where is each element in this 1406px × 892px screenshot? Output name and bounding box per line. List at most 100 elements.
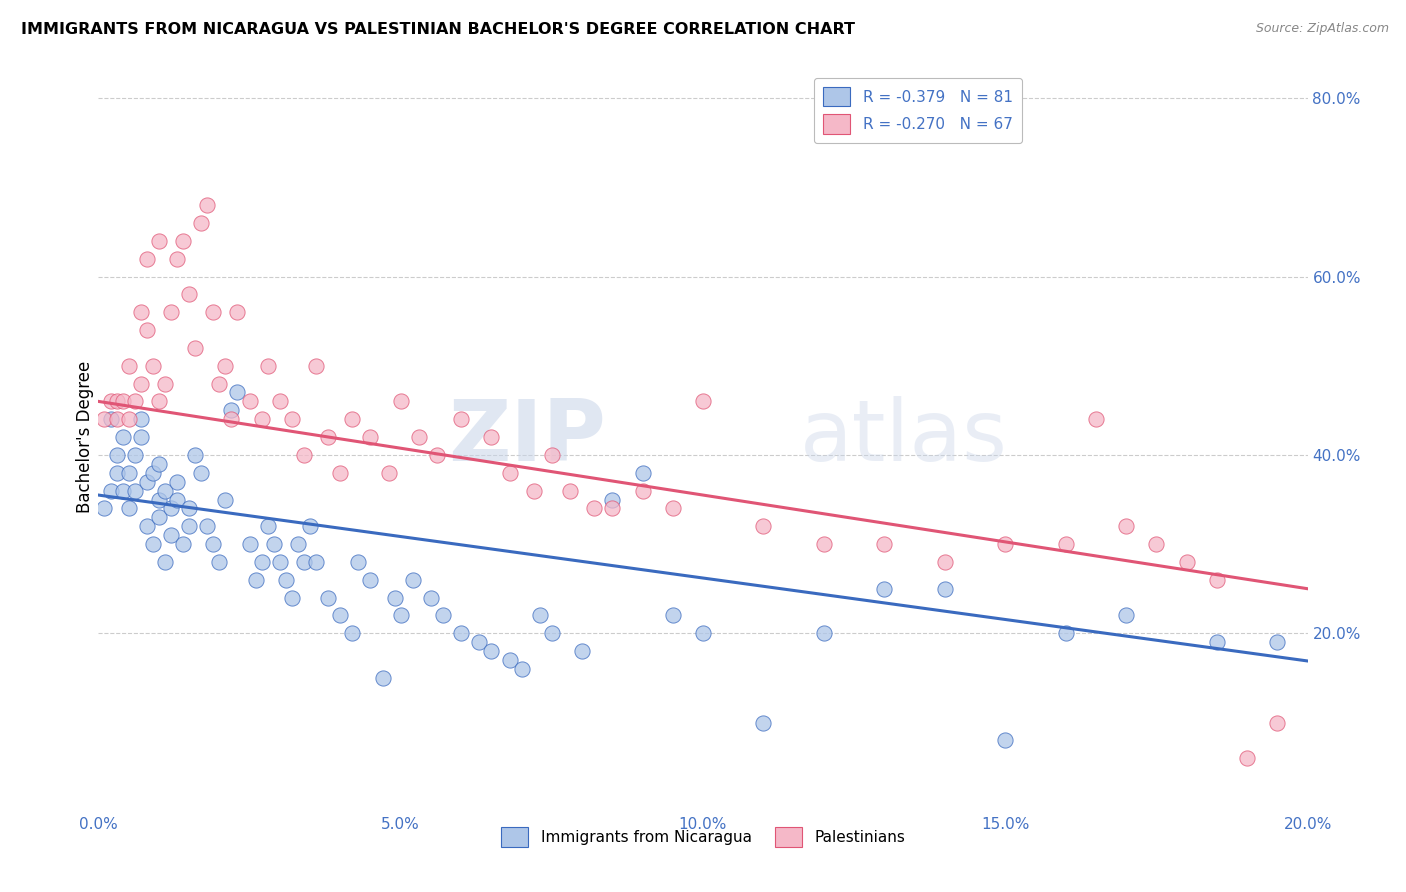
Point	[256, 519, 278, 533]
Legend: Immigrants from Nicaragua, Palestinians: Immigrants from Nicaragua, Palestinians	[495, 821, 911, 853]
Point	[661, 501, 683, 516]
Point	[100, 394, 122, 409]
Point	[148, 492, 170, 507]
Point	[105, 412, 128, 426]
Point	[142, 466, 165, 480]
Point	[263, 537, 285, 551]
Point	[190, 216, 212, 230]
Point	[329, 608, 352, 623]
Point	[148, 394, 170, 409]
Point	[994, 733, 1017, 747]
Point	[221, 412, 243, 426]
Point	[631, 483, 654, 498]
Text: Source: ZipAtlas.com: Source: ZipAtlas.com	[1256, 22, 1389, 36]
Point	[420, 591, 443, 605]
Point	[305, 359, 328, 373]
Text: ZIP: ZIP	[449, 395, 606, 479]
Point	[571, 644, 593, 658]
Point	[408, 430, 430, 444]
Point	[245, 573, 267, 587]
Point	[692, 626, 714, 640]
Point	[226, 385, 249, 400]
Point	[184, 448, 207, 462]
Point	[208, 376, 231, 391]
Point	[208, 555, 231, 569]
Point	[105, 448, 128, 462]
Point	[316, 430, 339, 444]
Point	[256, 359, 278, 373]
Point	[111, 483, 134, 498]
Y-axis label: Bachelor's Degree: Bachelor's Degree	[76, 361, 94, 513]
Point	[540, 626, 562, 640]
Point	[269, 555, 291, 569]
Point	[583, 501, 606, 516]
Point	[153, 376, 176, 391]
Point	[631, 466, 654, 480]
Point	[498, 466, 520, 480]
Point	[1115, 519, 1137, 533]
Point	[239, 394, 262, 409]
Point	[1175, 555, 1198, 569]
Point	[153, 483, 176, 498]
Point	[214, 359, 236, 373]
Point	[450, 626, 472, 640]
Point	[202, 537, 225, 551]
Point	[994, 537, 1017, 551]
Point	[129, 412, 152, 426]
Point	[148, 457, 170, 471]
Point	[1144, 537, 1167, 551]
Point	[602, 492, 624, 507]
Point	[299, 519, 322, 533]
Point	[389, 394, 412, 409]
Point	[214, 492, 236, 507]
Point	[160, 528, 183, 542]
Point	[389, 608, 412, 623]
Point	[184, 341, 207, 355]
Point	[129, 430, 152, 444]
Point	[813, 626, 835, 640]
Point	[111, 394, 134, 409]
Point	[179, 519, 201, 533]
Point	[274, 573, 297, 587]
Point	[292, 448, 315, 462]
Point	[873, 537, 896, 551]
Point	[305, 555, 328, 569]
Point	[124, 394, 146, 409]
Point	[135, 519, 157, 533]
Point	[523, 483, 546, 498]
Point	[250, 412, 273, 426]
Text: IMMIGRANTS FROM NICARAGUA VS PALESTINIAN BACHELOR'S DEGREE CORRELATION CHART: IMMIGRANTS FROM NICARAGUA VS PALESTINIAN…	[21, 22, 855, 37]
Point	[281, 412, 304, 426]
Point	[118, 466, 141, 480]
Point	[179, 501, 201, 516]
Point	[1206, 635, 1229, 649]
Point	[124, 483, 146, 498]
Point	[934, 582, 956, 596]
Point	[752, 519, 775, 533]
Point	[124, 448, 146, 462]
Point	[661, 608, 683, 623]
Point	[450, 412, 472, 426]
Point	[118, 359, 141, 373]
Point	[221, 403, 243, 417]
Text: atlas: atlas	[800, 395, 1008, 479]
Point	[239, 537, 262, 551]
Point	[190, 466, 212, 480]
Point	[481, 430, 503, 444]
Point	[402, 573, 425, 587]
Point	[873, 582, 896, 596]
Point	[1267, 635, 1289, 649]
Point	[118, 412, 141, 426]
Point	[360, 573, 382, 587]
Point	[426, 448, 449, 462]
Point	[142, 537, 165, 551]
Point	[1054, 537, 1077, 551]
Point	[148, 234, 170, 248]
Point	[195, 198, 218, 212]
Point	[118, 501, 141, 516]
Point	[202, 305, 225, 319]
Point	[468, 635, 491, 649]
Point	[342, 412, 364, 426]
Point	[172, 234, 194, 248]
Point	[360, 430, 382, 444]
